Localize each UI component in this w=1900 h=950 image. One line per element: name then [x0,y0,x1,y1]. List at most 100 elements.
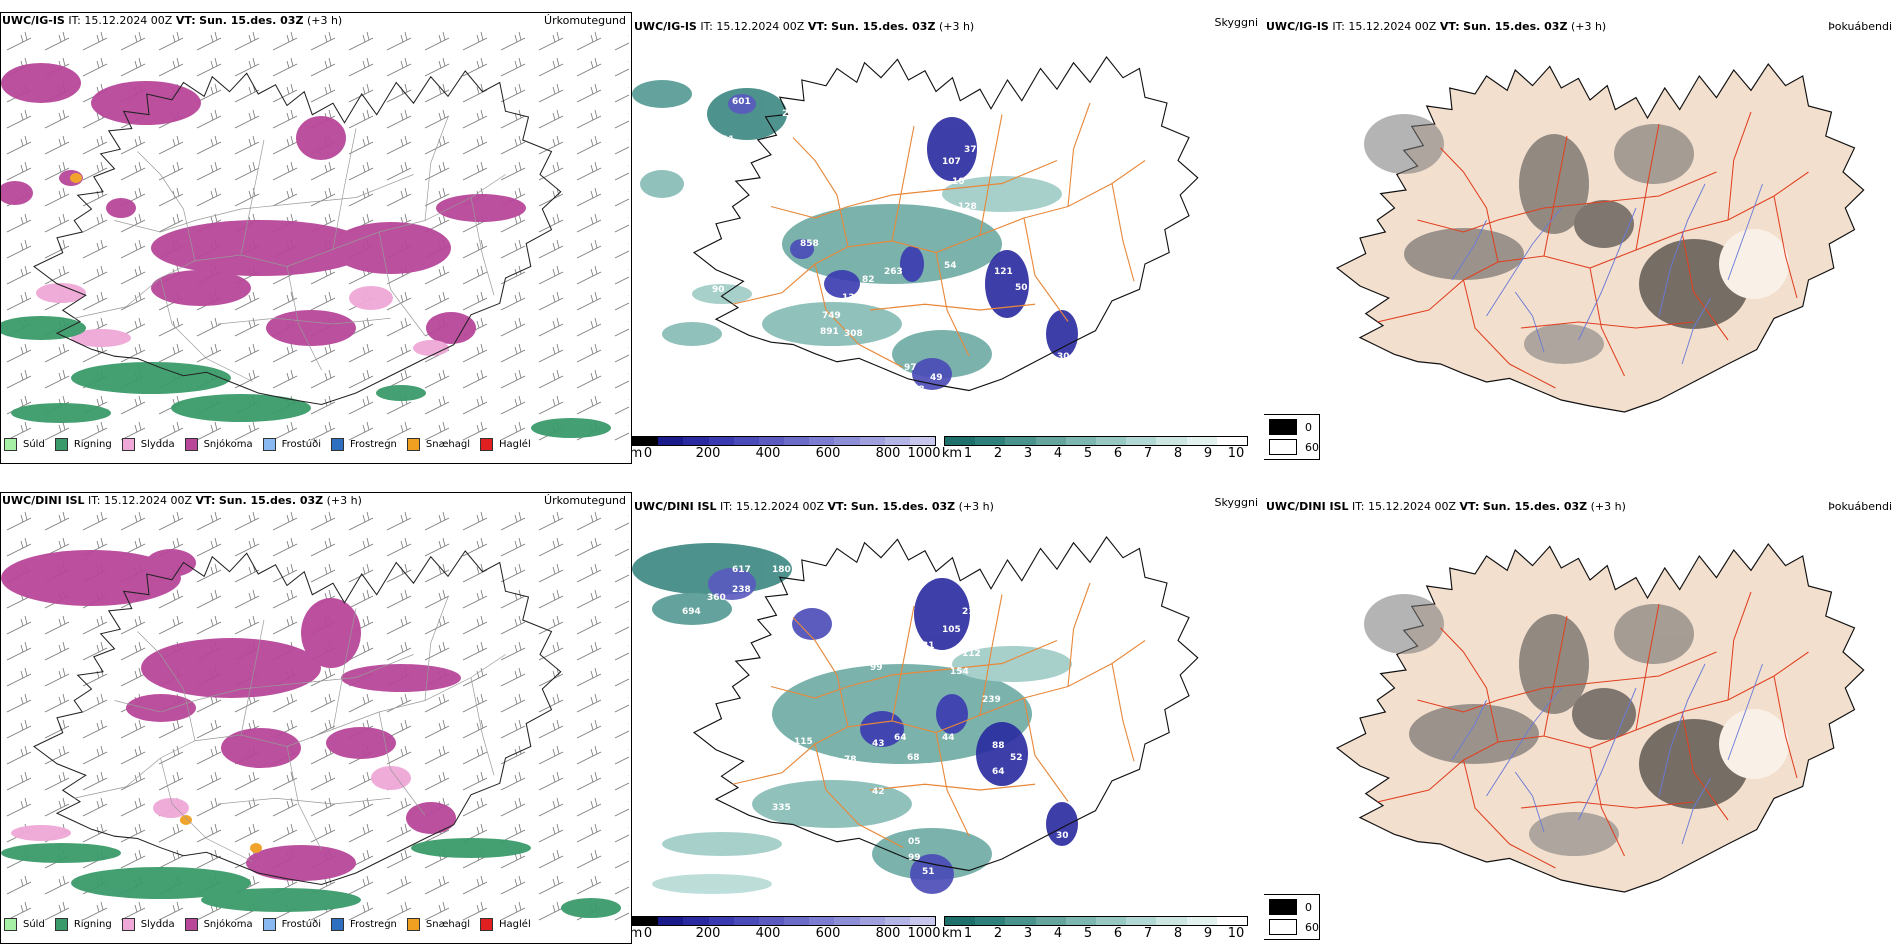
visibility-color-step [975,437,1006,445]
legend-item-haglel: Haglél [480,438,531,451]
panel-title: Þokuábendi [1828,20,1892,33]
ceiling-ticks: m 0 200 400 600 800 1000 [632,926,941,942]
lead-time: (+3 h) [1570,20,1607,33]
ceiling-label: 42 [872,787,885,797]
ceiling-tick: 800 [875,446,901,461]
visibility-tick: 2 [993,926,1003,941]
ceiling-colorbar: m 0 200 400 600 800 1000 [632,916,941,942]
ceiling-label: 239 [982,695,1001,705]
legend-label: Slydda [140,439,175,450]
ceiling-labels: 617 180 360 238 694 30 105 218 31 154 12… [682,565,1069,889]
legend-label: Haglél [499,919,531,930]
ceiling-label: 246 [790,379,809,389]
vt-value: Sun. 15.des. 03Z [850,500,956,513]
model-name: UWC/DINI ISL [1266,500,1349,513]
vt-label: VT: [1439,20,1460,33]
fog-legend-row: 60 [1269,439,1319,455]
model-name: UWC/IG-IS [1266,20,1329,33]
fog-legend-row: 60 [1269,919,1319,935]
ceiling-label: 132 [842,293,861,303]
visibility-color-step [1126,437,1157,445]
ceiling-tick: 200 [695,446,721,461]
fog-swatch [1269,419,1297,435]
ceiling-color-step [809,437,835,445]
ceiling-label: 88 [992,741,1005,751]
ceiling-color-step [834,917,860,925]
ceiling-label: 30 [1057,352,1070,362]
visibility-color-step [975,917,1006,925]
ceiling-color-step [784,917,810,925]
legend-item-snaehagl: Snæhagl [406,438,470,451]
ceiling-label: 78 [912,385,925,395]
legend-label: Slydda [140,919,175,930]
legend-item-frostudi: Frostúði [262,438,321,451]
vt-value: Sun. 15.des. 03Z [1463,20,1568,33]
visibility-tick: 7 [1143,446,1153,461]
visibility-map: 617 180 360 238 694 30 105 218 31 154 12… [632,536,1199,894]
ceiling-label: 36 [786,655,799,665]
visibility-colorbar: km 1 2 3 4 5 6 7 8 9 10 [942,916,1248,942]
ceiling-label: 308 [844,329,863,339]
it-value: 15.12.2024 00Z [1368,500,1457,513]
ceiling-label: 107 [942,157,961,167]
fog-legend: 0 60 [1264,414,1320,460]
ceiling-label: 370 [964,145,983,155]
fog-panel-2: UWC/DINI ISL IT: 15.12.2024 00Z VT: Sun.… [1264,492,1900,944]
vt-label: VT: [175,14,196,27]
ceiling-tick: 400 [755,446,781,461]
ceiling-label: 64 [894,733,907,743]
panel-title: Þokuábendi [1828,500,1892,513]
ceiling-label: 99 [908,853,921,863]
legend-item-snjokoma: Snjókoma [184,918,253,931]
ceiling-tick: 1000 [907,926,941,941]
ceiling-tick: 200 [695,926,721,941]
ceiling-color-step [859,437,885,445]
ceiling-label: 44 [942,733,955,743]
ceiling-label: 128 [958,202,977,212]
it-label: IT: [1352,500,1365,513]
visibility-tick: 10 [1227,926,1245,941]
legend-item-snjokoma: Snjókoma [184,438,253,451]
ceiling-label: 335 [772,803,791,813]
precip-type-panel-2: UWC/DINI ISL IT: 15.12.2024 00Z VT: Sun.… [0,492,632,944]
legend-swatch [54,438,68,451]
ceiling-color-step [809,917,835,925]
ceiling-color-step [884,437,910,445]
panel-header: UWC/DINI ISL IT: 15.12.2024 00Z VT: Sun.… [1266,500,1626,514]
ceiling-label: 266 [782,109,801,119]
ceiling-label: 11 [894,879,907,889]
ceiling-label: 129 [775,637,794,647]
visibility-tick: 3 [1023,926,1033,941]
legend-label: Rigning [73,439,112,450]
it-value: 15.12.2024 00Z [716,20,805,33]
ceiling-label: 158 [868,767,887,777]
ceiling-labels: 601 266 11 916 107 370 10 128 197 858 40… [637,97,1070,422]
ceiling-color-step [708,917,734,925]
legend-swatch [331,438,344,451]
legend-swatch [406,918,420,931]
visibility-color-step [1216,437,1248,445]
ceiling-tick: 600 [815,926,841,941]
ceiling-tick: 400 [755,926,781,941]
vt-label: VT: [807,20,828,33]
ceiling-label: 263 [884,267,903,277]
ceiling-label: 218 [962,607,981,617]
ceiling-label: 121 [994,267,1013,277]
panel-frame [0,12,632,464]
lead-time: (+3 h) [326,494,362,507]
precip-map [1,28,629,444]
vt-value: Sun. 15.des. 03Z [831,20,936,33]
visibility-tick: 6 [1113,446,1123,461]
ceiling-label: 891 [820,327,839,337]
visibility-color-step [1096,917,1127,925]
visibility-tick: 5 [1083,926,1093,941]
visibility-color-step [1005,917,1036,925]
visibility-tick: 1 [963,926,973,941]
ceiling-color-step [658,437,684,445]
legend-swatch [331,918,344,931]
panel-header: UWC/DINI ISL IT: 15.12.2024 00Z VT: Sun.… [2,494,362,508]
visibility-panel-2: UWC/DINI ISL IT: 15.12.2024 00Z VT: Sun.… [632,492,1264,944]
lead-time: (+3 h) [938,20,975,33]
legend-item-haglel: Haglél [480,918,531,931]
legend-label: Snæhagl [425,919,471,930]
